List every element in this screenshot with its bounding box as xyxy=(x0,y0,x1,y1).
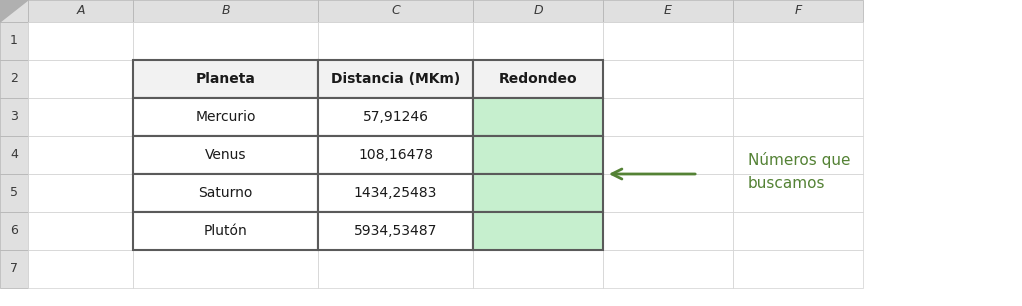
Bar xyxy=(733,22,863,60)
Bar xyxy=(133,136,318,174)
Text: D: D xyxy=(533,5,543,17)
Bar xyxy=(133,0,318,22)
Bar xyxy=(0,22,28,60)
Text: 2: 2 xyxy=(10,73,18,85)
Bar xyxy=(318,250,473,288)
Bar xyxy=(473,60,603,98)
Bar xyxy=(28,0,133,22)
Bar xyxy=(603,60,733,98)
Text: Redondeo: Redondeo xyxy=(499,72,577,86)
Bar xyxy=(133,136,318,174)
Text: Saturno: Saturno xyxy=(198,186,252,200)
Bar xyxy=(28,60,133,98)
Text: Distancia (MKm): Distancia (MKm) xyxy=(331,72,460,86)
Text: Números que: Números que xyxy=(748,152,850,168)
Bar xyxy=(473,98,603,136)
Bar xyxy=(133,98,318,136)
Bar xyxy=(28,136,133,174)
Bar xyxy=(733,60,863,98)
Bar xyxy=(733,212,863,250)
Bar xyxy=(603,0,733,22)
Text: E: E xyxy=(664,5,671,17)
Bar xyxy=(0,0,28,22)
Bar xyxy=(603,174,733,212)
Bar xyxy=(318,136,473,174)
Bar xyxy=(318,98,473,136)
Text: A: A xyxy=(77,5,85,17)
Text: F: F xyxy=(794,5,801,17)
Bar xyxy=(318,136,473,174)
Bar xyxy=(733,250,863,288)
Text: 6: 6 xyxy=(10,225,18,237)
Text: B: B xyxy=(221,5,230,17)
Bar xyxy=(318,212,473,250)
Bar xyxy=(28,174,133,212)
Bar xyxy=(0,136,28,174)
Bar xyxy=(133,174,318,212)
Bar xyxy=(0,98,28,136)
Bar xyxy=(733,174,863,212)
Bar xyxy=(473,136,603,174)
Bar xyxy=(133,98,318,136)
Bar xyxy=(473,22,603,60)
Bar xyxy=(133,250,318,288)
Bar xyxy=(133,212,318,250)
Bar xyxy=(603,98,733,136)
Bar xyxy=(0,174,28,212)
Bar xyxy=(473,212,603,250)
Bar xyxy=(318,174,473,212)
Bar xyxy=(733,0,863,22)
Text: Planeta: Planeta xyxy=(195,72,256,86)
Bar xyxy=(473,250,603,288)
Bar xyxy=(133,22,318,60)
Text: 57,91246: 57,91246 xyxy=(363,110,428,124)
Bar xyxy=(0,212,28,250)
Text: 1: 1 xyxy=(10,35,18,47)
Bar xyxy=(603,136,733,174)
Text: Plutón: Plutón xyxy=(203,224,247,238)
Bar xyxy=(28,212,133,250)
Text: 3: 3 xyxy=(10,110,18,124)
Bar xyxy=(0,250,28,288)
Bar xyxy=(603,212,733,250)
Bar xyxy=(603,250,733,288)
Bar xyxy=(473,0,603,22)
Bar xyxy=(473,60,603,98)
Text: C: C xyxy=(391,5,400,17)
Bar xyxy=(318,98,473,136)
Bar xyxy=(733,98,863,136)
Text: 7: 7 xyxy=(10,263,18,275)
Bar xyxy=(318,60,473,98)
Text: 5934,53487: 5934,53487 xyxy=(354,224,437,238)
Bar xyxy=(473,174,603,212)
Text: Mercurio: Mercurio xyxy=(195,110,256,124)
Bar xyxy=(318,60,473,98)
Bar xyxy=(318,0,473,22)
Text: 1434,25483: 1434,25483 xyxy=(354,186,437,200)
Bar xyxy=(318,212,473,250)
Bar xyxy=(473,174,603,212)
Bar xyxy=(133,60,318,98)
Bar xyxy=(473,98,603,136)
Text: 4: 4 xyxy=(10,148,18,162)
Bar xyxy=(473,212,603,250)
Bar xyxy=(473,136,603,174)
Bar xyxy=(0,60,28,98)
Text: Venus: Venus xyxy=(204,148,246,162)
Text: 108,16478: 108,16478 xyxy=(358,148,433,162)
Text: 5: 5 xyxy=(10,186,18,200)
Bar xyxy=(318,174,473,212)
Bar xyxy=(133,212,318,250)
Bar xyxy=(28,22,133,60)
Bar xyxy=(318,22,473,60)
Bar xyxy=(733,136,863,174)
Bar xyxy=(28,98,133,136)
Bar xyxy=(133,174,318,212)
Polygon shape xyxy=(0,0,28,22)
Bar xyxy=(133,60,318,98)
Bar xyxy=(28,250,133,288)
Bar xyxy=(603,22,733,60)
Text: buscamos: buscamos xyxy=(748,177,826,192)
